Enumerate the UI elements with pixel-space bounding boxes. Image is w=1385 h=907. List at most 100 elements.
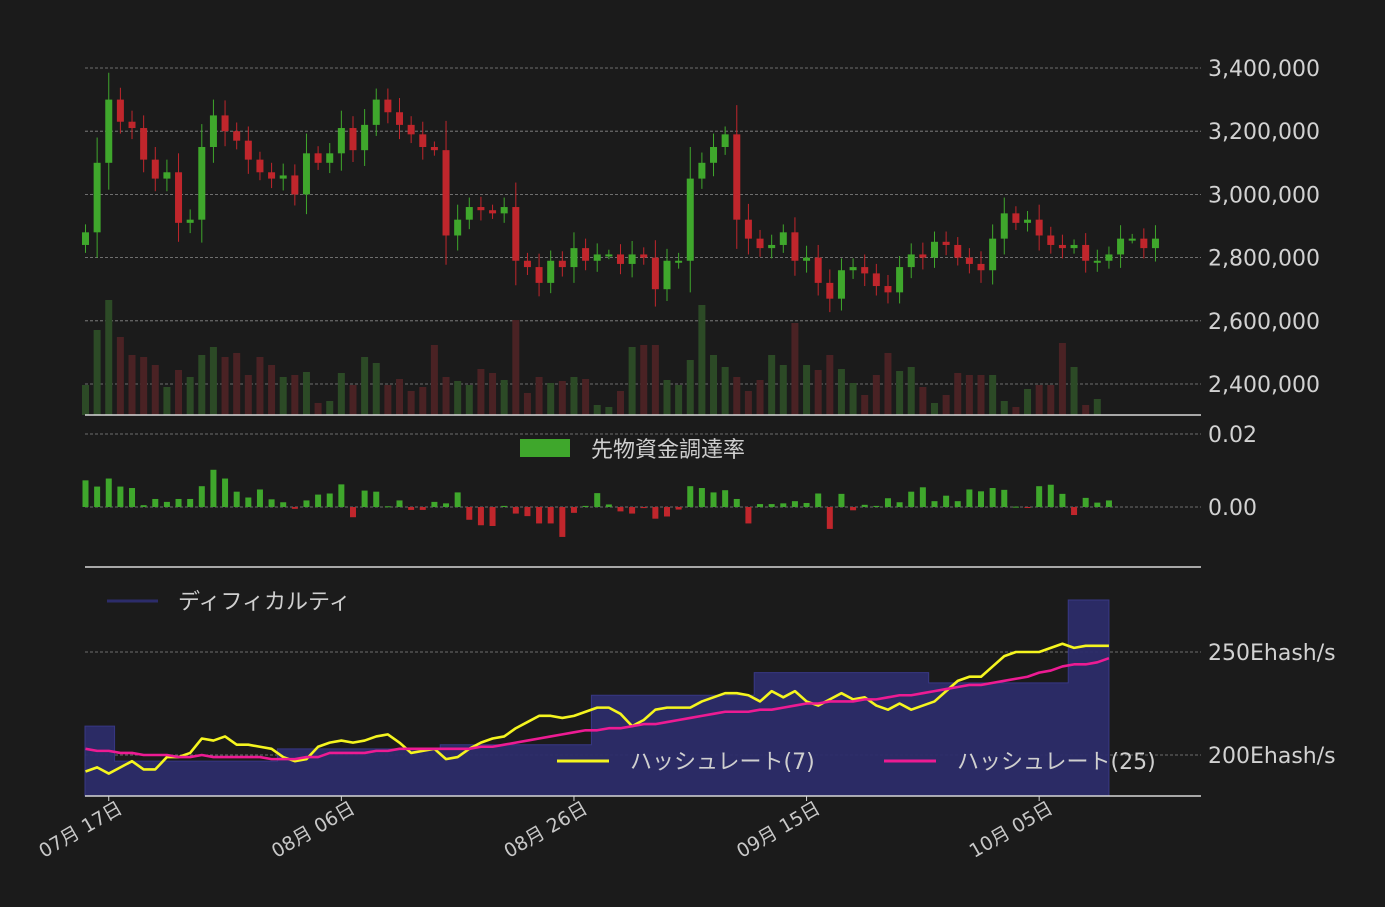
hashrate-y-tick: 200Ehash/s (1208, 744, 1336, 769)
funding-bar (780, 503, 787, 507)
funding-bar (850, 507, 857, 511)
candle-body (372, 99, 380, 125)
price-y-tick: 3,000,000 (1208, 183, 1320, 208)
volume-bar (512, 320, 520, 415)
funding-bar (617, 507, 624, 512)
candle-body (186, 219, 194, 223)
volume-bar (221, 357, 229, 415)
funding-bar (919, 487, 926, 507)
volume-bar (593, 405, 601, 415)
x-tick-label: 10月 05日 (966, 797, 1057, 862)
volume-bar (791, 323, 799, 415)
funding-layer (82, 469, 1112, 537)
funding-y-tick: 0.02 (1208, 423, 1257, 448)
candle-body (1151, 238, 1159, 249)
candle-body (465, 207, 473, 220)
funding-bar (396, 500, 403, 507)
volume-bar (884, 353, 892, 415)
funding-bar (222, 478, 229, 507)
volume-bar (779, 365, 787, 415)
funding-bar (1059, 493, 1066, 507)
volume-bar (523, 393, 531, 415)
candle-body (268, 172, 276, 179)
candle-body (279, 175, 287, 179)
funding-bar (419, 507, 426, 510)
funding-bar (826, 507, 833, 529)
candle-body (326, 153, 334, 163)
volume-bar (384, 385, 392, 415)
funding-bar (268, 499, 275, 507)
funding-bar (954, 501, 961, 507)
candle-body (605, 254, 613, 257)
candle-body (989, 238, 997, 271)
candle-body (1105, 254, 1113, 261)
volume-bar (1047, 385, 1055, 415)
volume-bar (442, 377, 450, 415)
funding-bar (1012, 506, 1019, 508)
volume-bar (116, 337, 124, 415)
funding-bar (629, 507, 636, 514)
volume-bar (175, 370, 183, 415)
volume-bar (663, 380, 671, 415)
funding-bar (152, 498, 159, 507)
candle-body (640, 254, 648, 258)
funding-bar (431, 501, 438, 507)
candle-body (930, 241, 938, 258)
funding-bar (664, 507, 670, 517)
funding-bar (384, 506, 391, 508)
funding-bar (129, 488, 136, 507)
candle-body (140, 128, 148, 160)
difficulty-area (84, 599, 1110, 797)
candle-body (896, 267, 904, 293)
volume-bar (651, 345, 659, 415)
funding-bar (94, 486, 101, 507)
funding-bar (501, 505, 508, 507)
volume-bar (93, 330, 101, 415)
volume-bar (721, 367, 729, 415)
candle-body (1082, 244, 1090, 261)
funding-bar (303, 500, 310, 507)
funding-bar (315, 494, 322, 507)
candle-body (209, 115, 217, 147)
candle-body (872, 273, 880, 287)
funding-bar (443, 503, 450, 507)
funding-bar (733, 498, 740, 507)
funding-bar (1094, 502, 1101, 507)
volume-bar (361, 357, 369, 415)
funding-bar (594, 493, 601, 507)
volume-bar (489, 373, 497, 415)
volume-bar (826, 355, 834, 415)
candle-body (628, 254, 636, 264)
funding-bar (570, 507, 577, 513)
volume-bar (244, 375, 252, 415)
funding-bar (1024, 507, 1031, 508)
candle-body (442, 150, 450, 236)
volume-bar (558, 381, 566, 415)
candle-body (175, 172, 183, 223)
volume-bar (616, 391, 624, 415)
candle-body (791, 232, 799, 261)
candle-body (663, 260, 671, 290)
candle-body (1012, 213, 1020, 223)
candle-body (744, 219, 752, 239)
funding-bar (698, 488, 705, 507)
volume-bar (302, 372, 310, 415)
volume-bar (547, 383, 555, 415)
funding-bar (256, 489, 263, 507)
candle-body (361, 124, 369, 151)
candle-body (803, 257, 811, 261)
funding-bar (978, 491, 985, 507)
funding-bar (291, 507, 298, 509)
volume-bar (465, 385, 473, 415)
candle-body (721, 134, 729, 147)
candle-body (849, 267, 857, 271)
funding-bar (757, 504, 764, 507)
x-tick-label: 08月 06日 (268, 797, 359, 862)
candle-body (82, 232, 89, 245)
candle-body (128, 121, 136, 129)
candle-body (105, 99, 113, 163)
volume-bar (128, 355, 136, 415)
funding-bar (745, 507, 752, 524)
funding-bar (1082, 497, 1089, 507)
candle-body (1047, 235, 1055, 245)
